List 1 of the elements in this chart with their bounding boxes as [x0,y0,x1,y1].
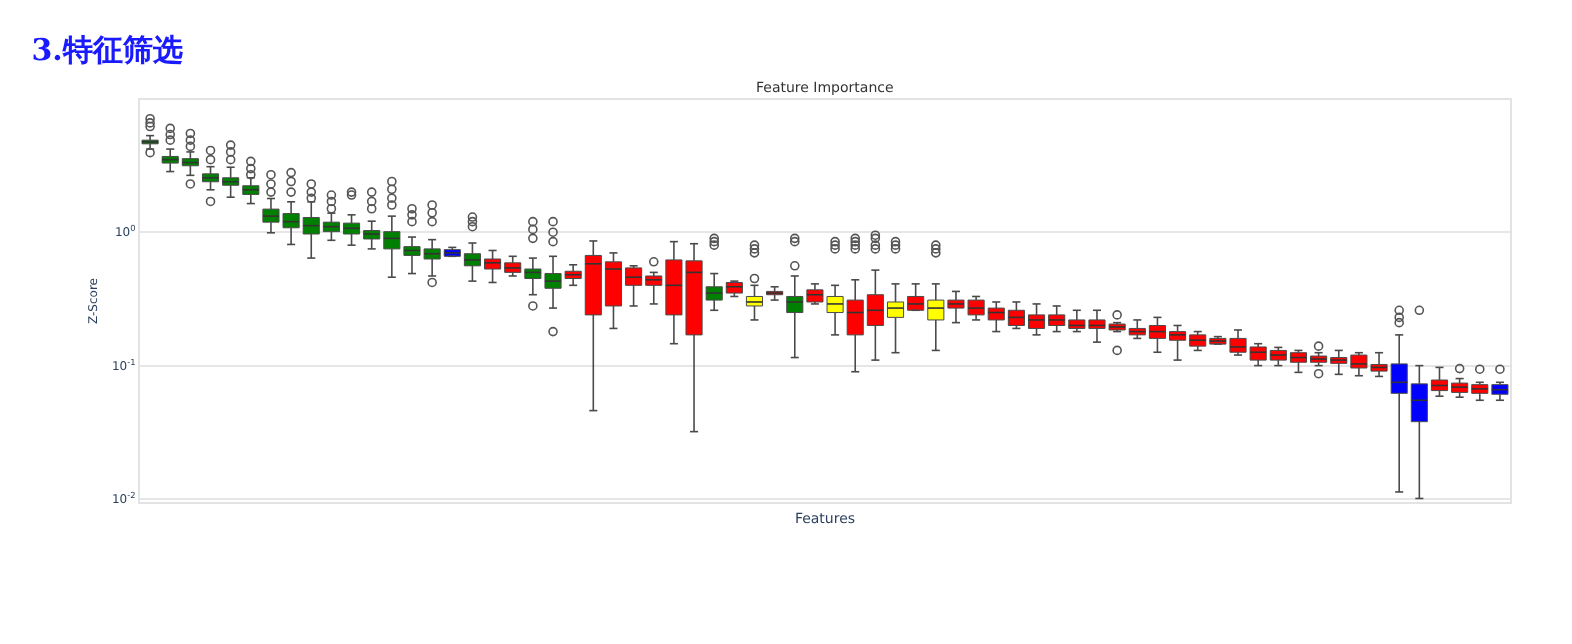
chart-title: 3.特征筛选 [31,31,183,68]
